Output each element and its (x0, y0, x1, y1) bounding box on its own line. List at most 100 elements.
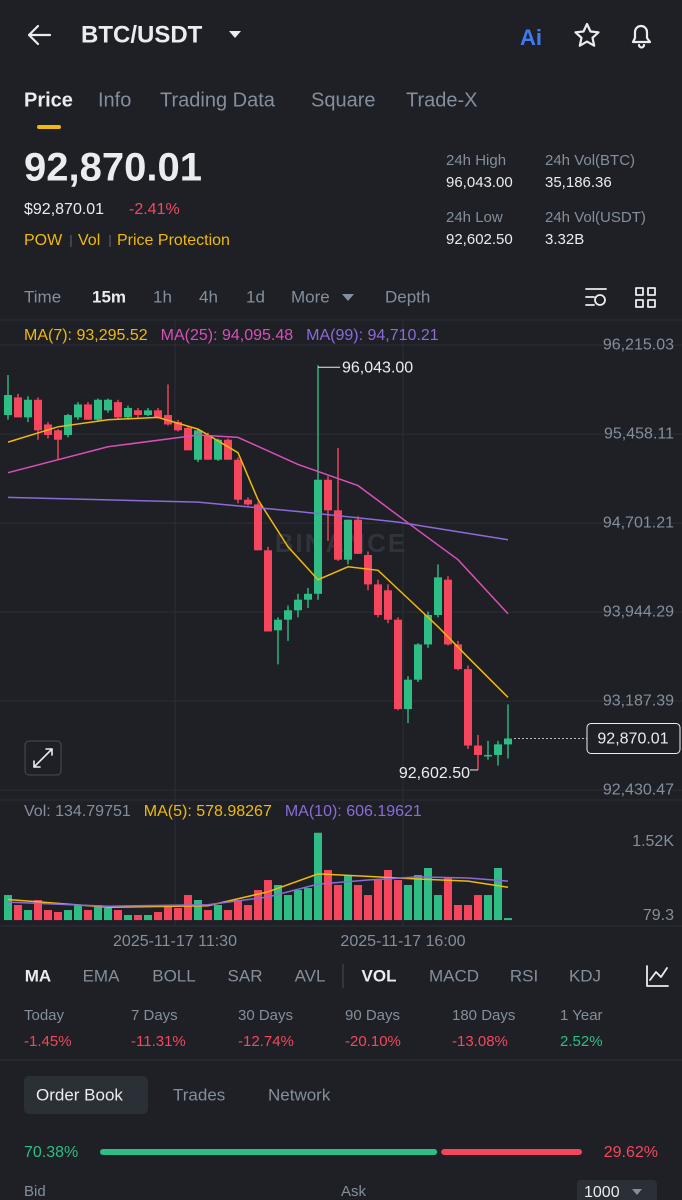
candle-body (184, 427, 192, 451)
ma-line (7, 876, 509, 907)
volume-bar (254, 890, 262, 921)
chart-settings-button[interactable] (585, 288, 607, 306)
vol-legend: MA(10): 606.19621 (285, 803, 422, 820)
volume-bar (434, 895, 442, 921)
back-button[interactable] (27, 24, 52, 46)
volume-bar (344, 875, 352, 921)
ma-line (7, 873, 509, 909)
price-tag[interactable]: POW (24, 232, 63, 249)
favorite-button[interactable] (574, 22, 600, 47)
pair-title[interactable]: BTC/USDT (81, 21, 203, 48)
indicator[interactable]: KDJ (569, 966, 601, 985)
volume-bar (394, 880, 402, 921)
volume-bar (214, 904, 222, 921)
depth-dropdown[interactable] (632, 1189, 642, 1195)
tab[interactable]: Trading Data (160, 89, 276, 111)
vol-tick-label: 1.52K (632, 833, 674, 850)
expand-button[interactable] (24, 740, 62, 776)
candle-body (24, 399, 32, 418)
indicator[interactable]: SAR (228, 966, 263, 985)
volume-bar (4, 895, 12, 921)
interval[interactable]: 1h (153, 287, 172, 306)
period-label: 7 Days (131, 1007, 178, 1024)
volume-bar (294, 890, 302, 921)
period-label: 90 Days (345, 1007, 400, 1024)
indicator[interactable]: BOLL (152, 966, 195, 985)
volume-bar (154, 912, 162, 921)
volume-bar (324, 870, 332, 921)
interval[interactable]: 4h (199, 287, 218, 306)
interval[interactable]: Depth (385, 287, 430, 306)
volume-bar (414, 875, 422, 921)
more-dropdown[interactable] (342, 294, 354, 301)
sell-bar (441, 1149, 582, 1155)
volume-bar (24, 910, 32, 921)
candle-body (434, 577, 442, 615)
ai-button[interactable]: Ai (520, 25, 542, 50)
depth-box[interactable] (577, 1180, 657, 1200)
period-change: -13.08% (452, 1033, 508, 1050)
indicator[interactable]: AVL (295, 966, 326, 985)
period-change: -12.74% (238, 1033, 294, 1050)
volume-bar (444, 877, 452, 921)
candle-body (174, 422, 182, 431)
indicator[interactable]: RSI (510, 966, 538, 985)
order-tab[interactable]: Network (268, 1085, 331, 1104)
indicator[interactable]: EMA (83, 966, 121, 985)
period-label: 30 Days (238, 1007, 293, 1024)
indicator[interactable]: MACD (429, 966, 479, 985)
candle-body (254, 504, 262, 551)
volume-bar (304, 888, 312, 921)
volume-bar (164, 904, 172, 921)
period-change: -20.10% (345, 1033, 401, 1050)
price-tag[interactable]: Price Protection (117, 232, 230, 249)
pair-dropdown[interactable] (229, 31, 241, 38)
candle-body (14, 397, 22, 418)
stat-label: 24h Vol(BTC) (545, 152, 635, 169)
stat-label: 24h Low (446, 209, 503, 226)
volume-bar (484, 895, 492, 921)
change: -2.41% (129, 201, 180, 218)
stat-value: 96,043.00 (446, 174, 513, 191)
y-tick-label: 95,458.11 (604, 425, 674, 442)
order-tab[interactable]: Order Book (36, 1085, 123, 1104)
layout-button[interactable] (635, 287, 656, 308)
candle-body (4, 395, 12, 416)
volume-bar (284, 895, 292, 921)
stat-value: 3.32B (545, 231, 584, 248)
alert-button[interactable] (631, 24, 652, 49)
interval[interactable]: Time (24, 287, 61, 306)
period-change: 2.52% (560, 1033, 603, 1050)
volume-bar (174, 908, 182, 921)
volume-bar (264, 880, 272, 921)
volume-bar (14, 904, 22, 921)
indicator-settings[interactable] (646, 965, 669, 987)
volume-bar (384, 870, 392, 921)
depth-value[interactable]: 1000 (584, 1184, 620, 1200)
candle-body (304, 593, 312, 600)
volume-bar (314, 832, 322, 921)
candle-body (454, 644, 462, 670)
volume-bar (234, 900, 242, 921)
order-tab[interactable]: Trades (173, 1085, 225, 1104)
volume-bar (144, 915, 152, 921)
tab-indicator (37, 125, 61, 129)
indicator[interactable]: VOL (362, 966, 397, 985)
tab[interactable]: Square (311, 89, 376, 111)
volume-bar (94, 904, 102, 921)
indicator[interactable]: MA (25, 966, 51, 985)
interval[interactable]: 1d (246, 287, 265, 306)
period-label: 1 Year (560, 1007, 603, 1024)
tab[interactable]: Trade-X (406, 89, 478, 111)
volume-bar (474, 895, 482, 921)
volume-bar (74, 904, 82, 921)
interval[interactable]: 15m (92, 287, 126, 306)
price-tag[interactable]: Vol (78, 232, 100, 249)
tab[interactable]: Info (98, 89, 131, 111)
candle-body (294, 599, 302, 611)
candle-body (34, 399, 42, 431)
volume-bar (134, 915, 142, 921)
interval[interactable]: More (291, 287, 330, 306)
tab[interactable]: Price (24, 89, 73, 111)
candle-body (84, 404, 92, 420)
